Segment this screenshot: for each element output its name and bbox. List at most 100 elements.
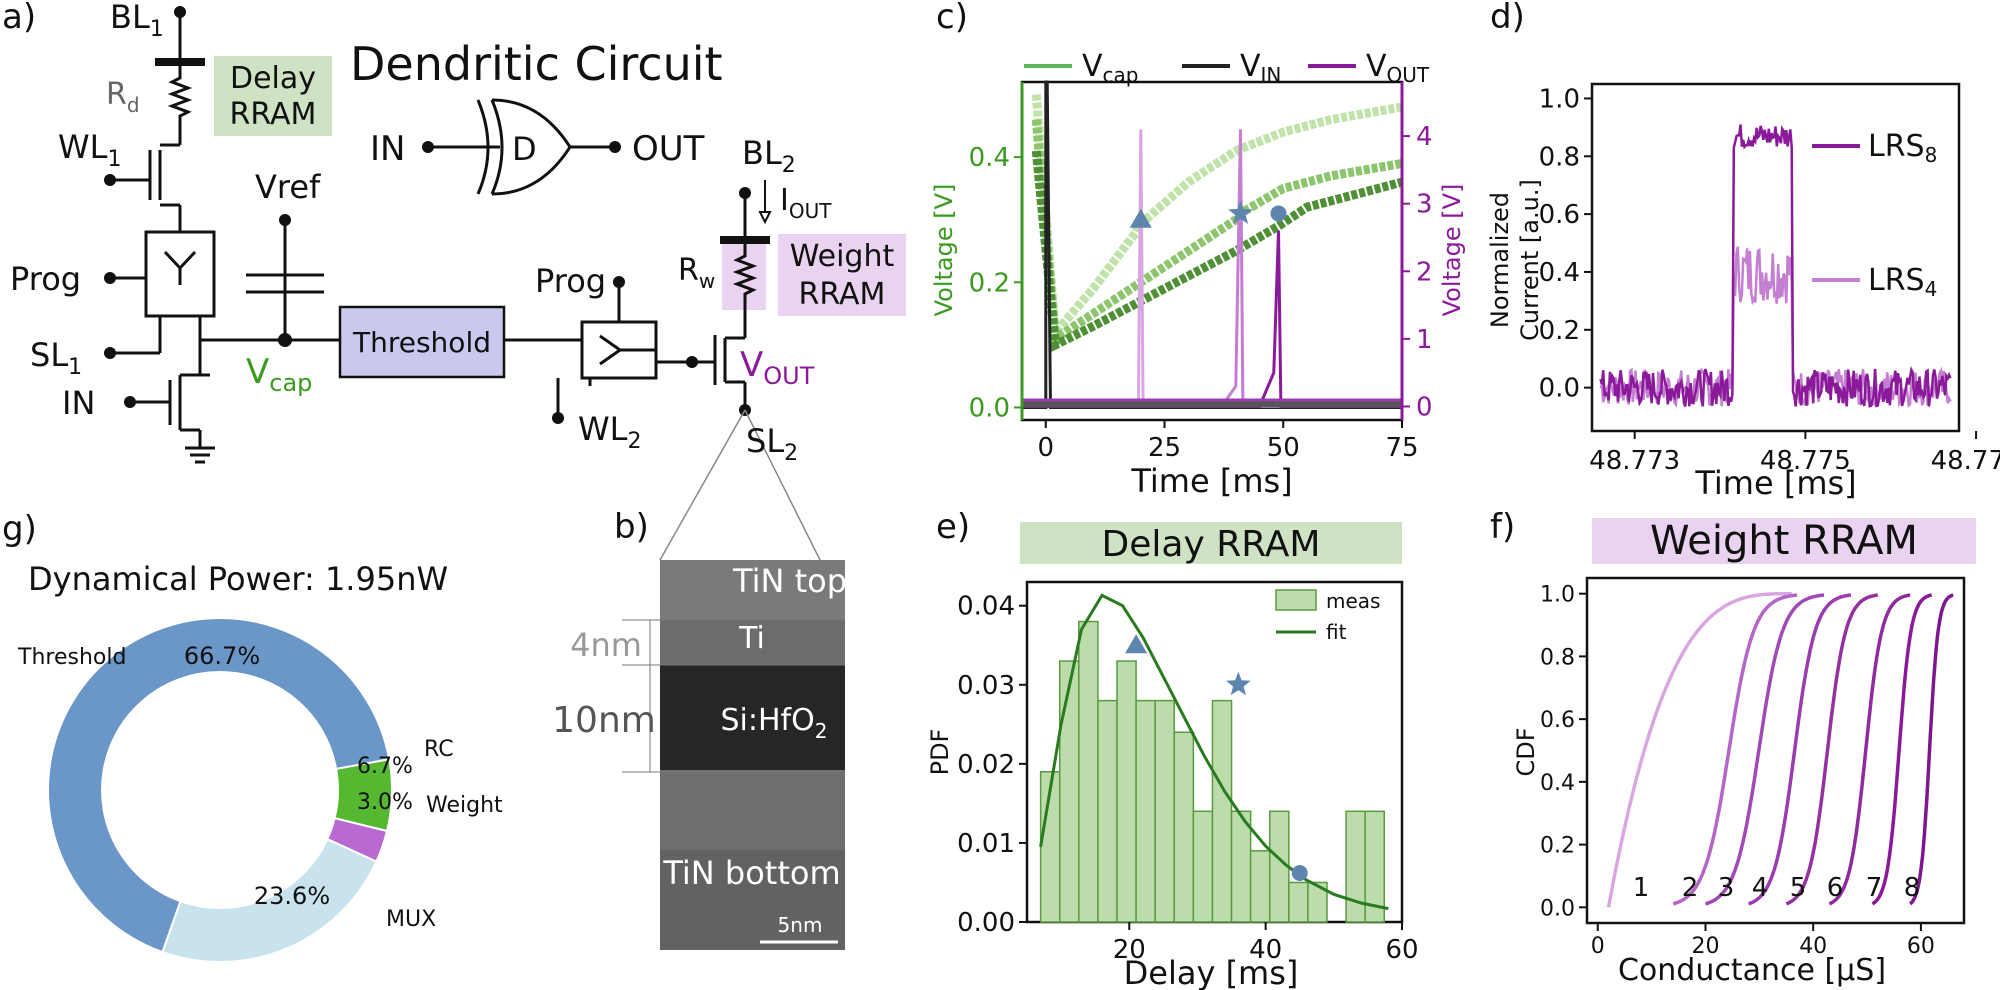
chart-f-curve-1	[1606, 591, 1792, 908]
chart-f-title: Weight RRAM	[1650, 518, 1918, 564]
tem-bottom-label: TiN bottom	[662, 854, 840, 892]
chart-c-legend: Vcap VIN VOUT	[1024, 49, 1430, 87]
chart-c-frame	[1020, 80, 1404, 422]
legend-lrs8-label: LRS8	[1868, 129, 1937, 167]
chart-c-ytick-right-label: 2	[1416, 257, 1433, 287]
chart-d-frame	[1590, 82, 1961, 433]
chart-c-line-vcap-1	[1031, 94, 1403, 344]
chart-c-ytick-left-label: 0.4	[969, 143, 1010, 173]
chart-f-curve-label: 8	[1904, 873, 1921, 903]
chart-e: Delay RRAM 20 40 60 0.00 0.01 0.02 0.03 0.04 m…	[926, 522, 1419, 990]
sl2-label: SL2	[746, 422, 798, 466]
chart-f-curve-label: 5	[1790, 873, 1807, 903]
chart-f-curve-7	[1871, 593, 1933, 906]
chart-d-line-lrs8	[1599, 124, 1952, 408]
chart-e-marker-triangle	[1125, 634, 1148, 654]
tem-dimension-lines	[622, 619, 845, 773]
chart-d-ytick-label: 0.4	[1539, 258, 1580, 288]
bl2-label: BL2	[742, 134, 796, 178]
chart-f-ytick-label: 0.8	[1540, 645, 1575, 670]
chart-f-curve-label: 1	[1633, 873, 1650, 903]
delay-box-line1: Delay	[230, 61, 316, 96]
chart-f-curve-2	[1672, 593, 1798, 906]
chart-e-bar	[1230, 810, 1252, 923]
legend-fit-label: fit	[1326, 620, 1347, 644]
chart-d-ylabel-line2: Current [a.u.]	[1516, 179, 1544, 341]
chart-e-marker-circle	[1291, 864, 1308, 881]
panel-label-c: c)	[936, 0, 968, 37]
tem-layer-label: Si:HfO2	[721, 703, 828, 743]
chart-c-marker-star	[1228, 200, 1253, 224]
chart-e-bar	[1364, 810, 1386, 923]
chart-f-ytick-label: 0.2	[1540, 834, 1575, 859]
wl2-label: WL2	[578, 410, 641, 454]
chart-e-ytick-label: 0.03	[957, 671, 1015, 701]
chart-e-title-box	[1020, 522, 1402, 564]
chart-d-ytick-label: 0.6	[1539, 200, 1580, 230]
chart-c-xlabel: Time [ms]	[1130, 462, 1292, 500]
tem-image	[660, 560, 845, 950]
rw-label: Rw	[678, 253, 715, 293]
chart-e-bar	[1058, 660, 1080, 923]
chart-e-ytick-label: 0.02	[957, 750, 1015, 780]
chart-d-xlabel: Time [ms]	[1694, 464, 1856, 502]
donut-name-threshold: Threshold	[17, 645, 126, 670]
tem-scale-label: 5nm	[778, 913, 823, 937]
tem-ti-label: Ti	[738, 621, 765, 656]
chart-d-ylabel-line1: Normalized	[1486, 192, 1514, 328]
legend-meas-swatch	[1275, 589, 1317, 611]
chart-c-ylabel-left: Voltage [V]	[930, 184, 958, 317]
weight-box-line1: Weight	[790, 239, 895, 274]
chart-d-ytick-label: 0.8	[1539, 142, 1580, 172]
chart-c-ytick-left-label: 0.2	[969, 268, 1010, 298]
right-branch-wires	[552, 180, 772, 424]
panel-label-f: f)	[1490, 507, 1515, 547]
prog1-label: Prog	[10, 260, 81, 298]
chart-c-ytick-right-label: 1	[1416, 325, 1433, 355]
chart-c-xtick-label: 75	[1385, 433, 1418, 463]
chart-f-title-box	[1592, 518, 1976, 564]
legend-lrs4-label: LRS4	[1868, 263, 1937, 301]
legend-vin-label: VIN	[1240, 49, 1281, 87]
chart-g: Dynamical Power: 1.95nW 66.7% 6.7% 3.0% …	[17, 560, 503, 963]
chart-e-bar	[1097, 699, 1118, 923]
chart-c: 0 25 50 75 0.0 0.2 0.4 0 1 2 3 4 Vcap VIN VOUT Vo…	[930, 49, 1466, 500]
chart-f-curve-label: 6	[1827, 873, 1844, 903]
sl1-label: SL1	[30, 336, 82, 380]
gate-in-label: IN	[370, 129, 405, 169]
legend-vout-label: VOUT	[1366, 49, 1430, 87]
gate-out-label: OUT	[632, 129, 705, 169]
chart-c-ytick-right-label: 0	[1416, 392, 1433, 422]
panel-label-d: d)	[1490, 0, 1525, 37]
donut-pct-weight: 3.0%	[357, 790, 413, 815]
chart-f-frame	[1585, 576, 1966, 925]
chart-e-bar	[1116, 660, 1137, 923]
chart-c-xtick-label: 50	[1267, 433, 1300, 463]
chart-e-xtick-label: 40	[1249, 935, 1282, 965]
chart-e-bar	[1173, 731, 1195, 923]
chart-d-xtick-label: 48.775	[1760, 446, 1851, 476]
tem-dim-4nm: 4nm	[570, 626, 642, 664]
panel-label-b: b)	[614, 507, 649, 547]
chart-c-line-vin	[1022, 80, 1402, 409]
weight-box-line2: RRAM	[799, 277, 886, 312]
donut-pct-mux: 23.6%	[254, 882, 330, 910]
chart-d-ytick-label: 0.0	[1539, 374, 1580, 404]
chart-f-curve-6	[1828, 593, 1911, 906]
chart-f-xlabel: Conductance [µS]	[1618, 953, 1886, 988]
chart-c-ylabel-right: Voltage [V]	[1438, 184, 1466, 317]
tem-dim-10nm: 10nm	[552, 700, 656, 741]
chart-e-bar	[1345, 810, 1366, 923]
chart-e-bar	[1078, 620, 1099, 923]
chart-e-bar	[1288, 881, 1309, 923]
donut-pct-rc: 6.7%	[357, 754, 413, 779]
gate-d-label: D	[512, 130, 537, 168]
chart-e-ytick-label: 0.04	[957, 592, 1015, 622]
chart-e-bar	[1192, 810, 1214, 923]
chart-d-ytick-label: 0.2	[1539, 316, 1580, 346]
chart-f-curve-label: 2	[1682, 873, 1699, 903]
xor-gate-icon	[422, 98, 621, 196]
chart-f-curve-4	[1748, 593, 1852, 906]
delay-rram-box	[214, 56, 332, 136]
donut-name-rc: RC	[424, 737, 454, 762]
